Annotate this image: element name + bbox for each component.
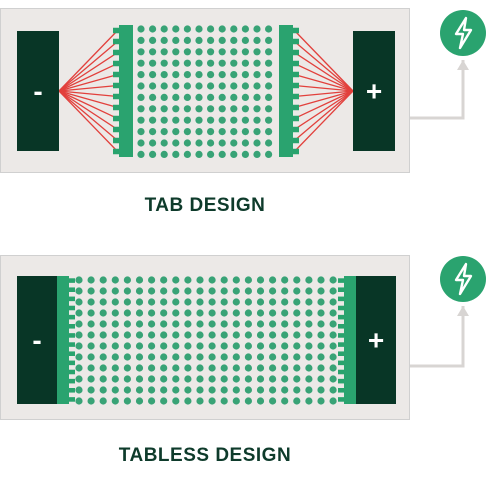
lightning-icon bbox=[440, 10, 486, 56]
arrow-bottom bbox=[0, 0, 500, 500]
lightning-icon bbox=[440, 256, 486, 302]
figure-root: -+ TAB DESIGN -+ TABLESS DESIGN bbox=[0, 0, 500, 500]
bolt-badge-top bbox=[440, 10, 486, 56]
bolt-badge-bottom bbox=[440, 256, 486, 302]
